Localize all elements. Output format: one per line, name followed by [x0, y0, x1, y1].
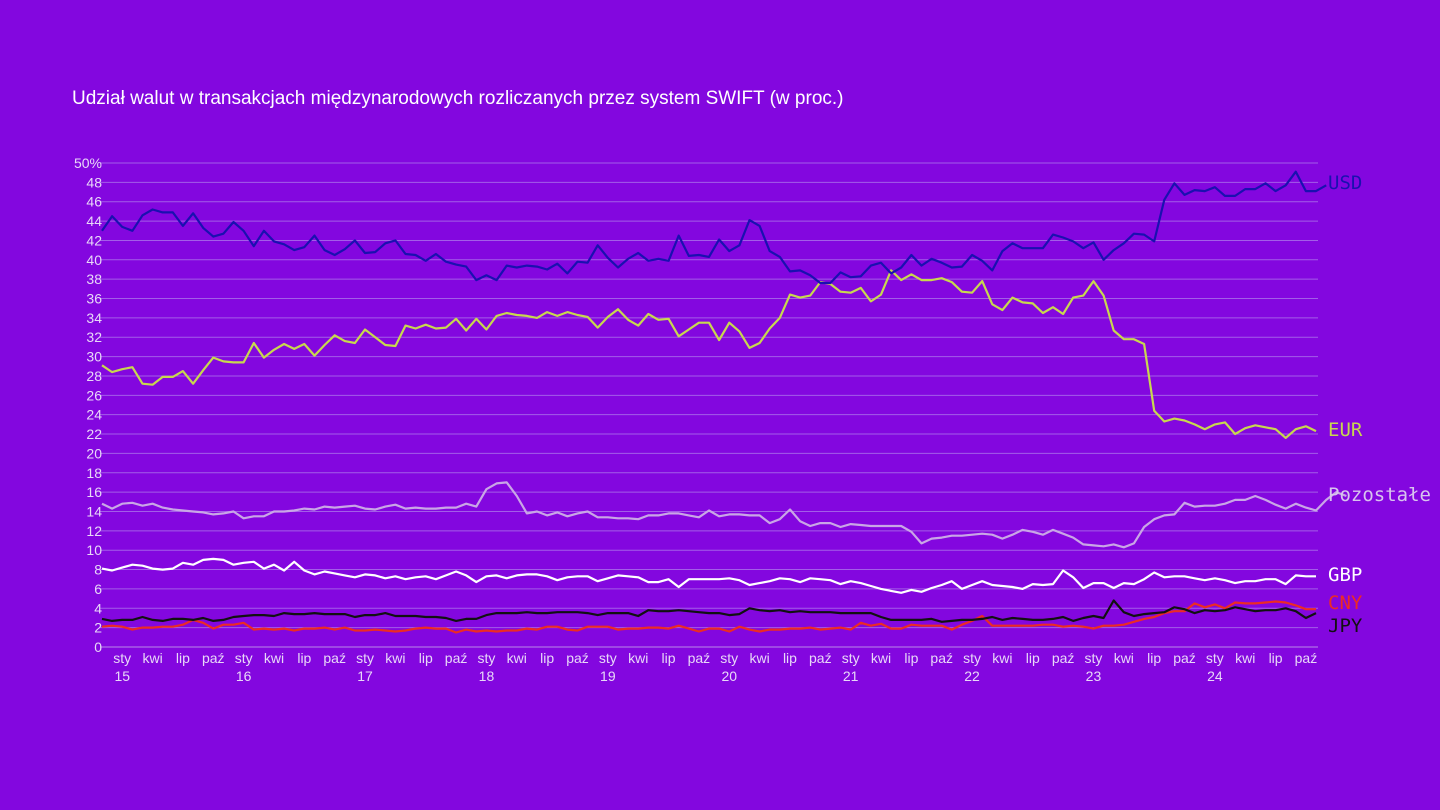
- y-tick-label: 30: [86, 349, 102, 365]
- series-line-cny: [101, 600, 1316, 634]
- x-tick-label: sty: [599, 650, 617, 666]
- x-tick-label: kwi: [385, 650, 405, 666]
- x-tick-label: lip: [904, 650, 918, 666]
- x-tick-label: sty: [356, 650, 374, 666]
- x-year-label: 24: [1207, 668, 1223, 684]
- series-line-jpy: [101, 599, 1317, 623]
- x-year-label: 19: [600, 668, 616, 684]
- x-tick-label: lip: [297, 650, 311, 666]
- x-tick-label: kwi: [1235, 650, 1255, 666]
- y-tick-label: 20: [86, 445, 102, 461]
- x-tick-label: sty: [113, 650, 131, 666]
- y-tick-label: 6: [94, 581, 102, 597]
- legend-label-usd: USD: [1328, 172, 1362, 194]
- y-tick-label: 36: [86, 291, 102, 307]
- x-tick-label: paź: [202, 650, 225, 666]
- x-tick-label: paź: [566, 650, 589, 666]
- y-tick-label: 22: [86, 426, 102, 442]
- y-tick-label: 46: [86, 194, 102, 210]
- y-tick-label: 38: [86, 271, 102, 287]
- x-tick-label: lip: [1269, 650, 1283, 666]
- x-tick-label: paź: [323, 650, 346, 666]
- x-tick-label: sty: [963, 650, 981, 666]
- x-year-label: 22: [964, 668, 980, 684]
- series-line-usd: [101, 170, 1327, 285]
- x-tick-label: lip: [783, 650, 797, 666]
- x-year-label: 17: [357, 668, 373, 684]
- y-tick-label: 26: [86, 387, 102, 403]
- x-tick-label: paź: [1173, 650, 1196, 666]
- x-tick-label: kwi: [142, 650, 162, 666]
- x-tick-label: sty: [842, 650, 860, 666]
- x-tick-label: kwi: [992, 650, 1012, 666]
- legend-label-jpy: JPY: [1328, 615, 1363, 637]
- x-tick-label: paź: [930, 650, 953, 666]
- series-line-eur: [101, 269, 1317, 439]
- legend-label-pozostałe: Pozostałe: [1328, 484, 1431, 506]
- x-tick-label: sty: [720, 650, 738, 666]
- y-tick-label: 16: [86, 484, 102, 500]
- x-tick-label: kwi: [749, 650, 769, 666]
- x-tick-label: lip: [1026, 650, 1040, 666]
- x-year-label: 15: [114, 668, 130, 684]
- y-tick-label: 24: [86, 407, 102, 423]
- x-year-label: 16: [236, 668, 252, 684]
- x-tick-label: sty: [1206, 650, 1224, 666]
- x-tick-label: kwi: [628, 650, 648, 666]
- x-tick-label: sty: [1085, 650, 1103, 666]
- x-tick-label: lip: [176, 650, 190, 666]
- y-tick-label: 40: [86, 252, 102, 268]
- x-year-label: 23: [1086, 668, 1102, 684]
- y-tick-label: 0: [94, 639, 102, 655]
- x-tick-label: paź: [1052, 650, 1075, 666]
- x-tick-label: paź: [1295, 650, 1318, 666]
- x-tick-label: paź: [445, 650, 468, 666]
- y-tick-label: 50%: [74, 155, 102, 171]
- y-tick-label: 44: [86, 213, 102, 229]
- x-tick-label: paź: [809, 650, 832, 666]
- x-tick-label: lip: [1147, 650, 1161, 666]
- x-tick-label: kwi: [507, 650, 527, 666]
- series-line-pozostałe: [101, 481, 1347, 549]
- y-tick-label: 14: [86, 503, 102, 519]
- y-tick-label: 34: [86, 310, 102, 326]
- chart-title: Udział walut w transakcjach międzynarodo…: [72, 88, 844, 109]
- x-tick-label: lip: [662, 650, 676, 666]
- y-tick-label: 18: [86, 465, 102, 481]
- y-tick-label: 4: [94, 600, 102, 616]
- x-year-label: 21: [843, 668, 859, 684]
- x-tick-label: sty: [235, 650, 253, 666]
- y-tick-label: 10: [86, 542, 102, 558]
- x-tick-label: kwi: [871, 650, 891, 666]
- y-tick-label: 32: [86, 329, 102, 345]
- legend-label-gbp: GBP: [1328, 564, 1362, 586]
- x-tick-label: lip: [540, 650, 554, 666]
- y-tick-label: 8: [94, 562, 102, 578]
- y-tick-label: 42: [86, 232, 102, 248]
- legend-label-cny: CNY: [1328, 592, 1363, 614]
- x-year-label: 18: [479, 668, 495, 684]
- y-tick-label: 2: [94, 620, 102, 636]
- x-tick-label: kwi: [1114, 650, 1134, 666]
- series-line-gbp: [101, 557, 1316, 594]
- x-tick-label: sty: [478, 650, 496, 666]
- x-tick-label: lip: [419, 650, 433, 666]
- y-tick-label: 48: [86, 174, 102, 190]
- y-tick-label: 28: [86, 368, 102, 384]
- x-tick-label: kwi: [264, 650, 284, 666]
- x-tick-label: paź: [688, 650, 711, 666]
- y-tick-label: 12: [86, 523, 102, 539]
- legend-label-eur: EUR: [1328, 419, 1363, 441]
- x-year-label: 20: [721, 668, 737, 684]
